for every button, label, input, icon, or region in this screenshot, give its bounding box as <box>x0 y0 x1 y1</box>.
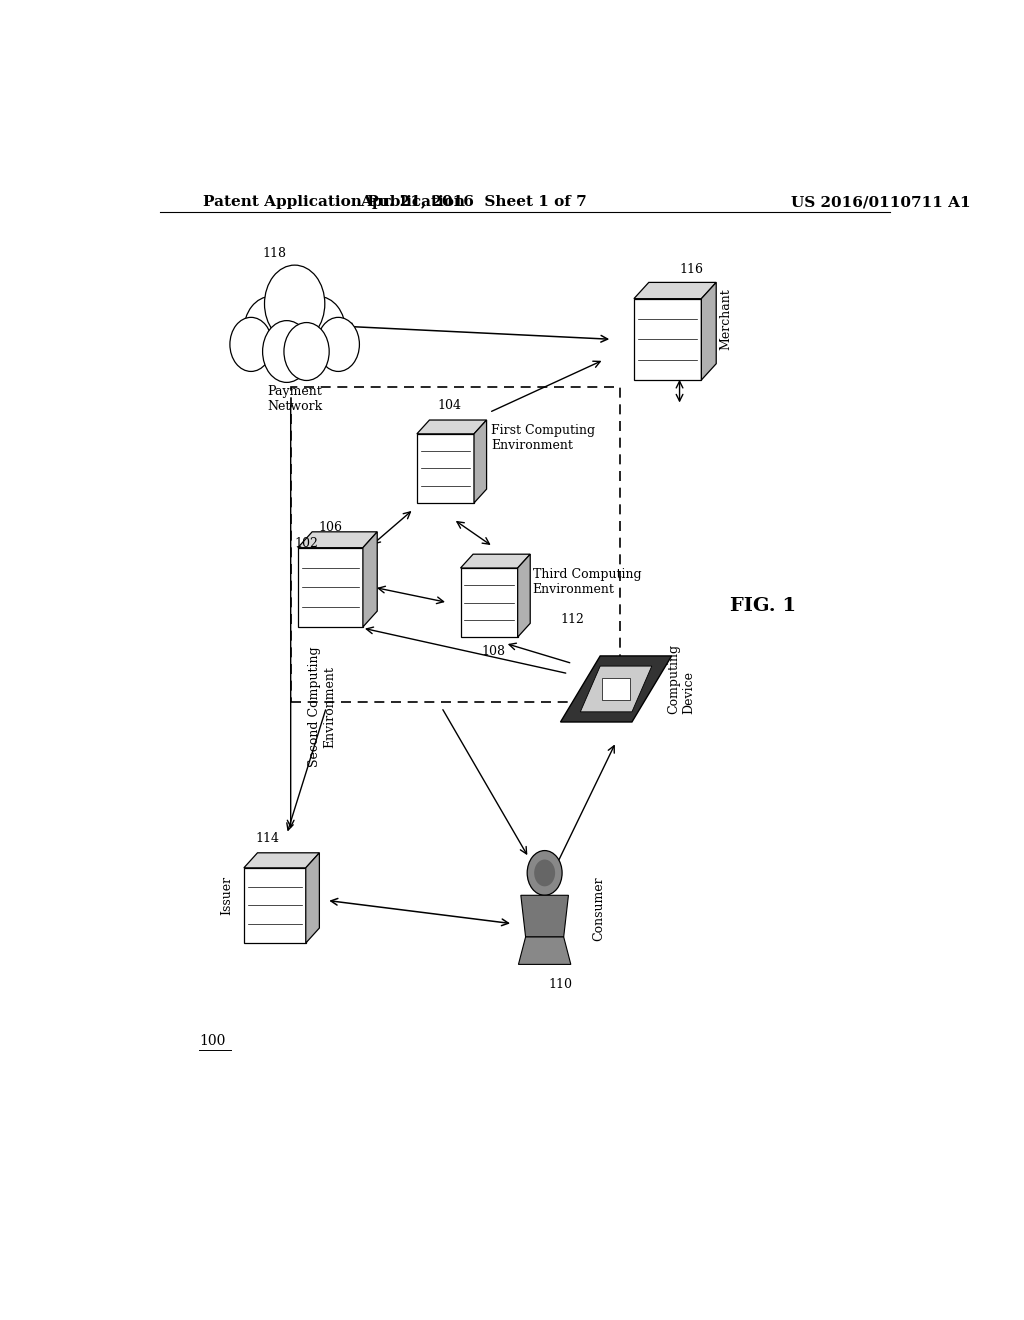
Circle shape <box>535 859 555 886</box>
Text: Merchant: Merchant <box>719 288 732 350</box>
Polygon shape <box>461 554 530 568</box>
Text: 102: 102 <box>295 537 318 549</box>
Circle shape <box>244 297 298 366</box>
Circle shape <box>317 317 359 371</box>
Polygon shape <box>417 420 486 434</box>
Circle shape <box>284 322 329 380</box>
Polygon shape <box>518 554 530 638</box>
Polygon shape <box>362 532 377 627</box>
Polygon shape <box>306 853 319 942</box>
Text: Patent Application Publication: Patent Application Publication <box>204 195 465 209</box>
Text: 116: 116 <box>680 263 703 276</box>
Polygon shape <box>417 434 474 503</box>
Text: 104: 104 <box>437 400 462 412</box>
Text: 110: 110 <box>549 978 572 991</box>
Text: 114: 114 <box>255 833 279 845</box>
Text: 100: 100 <box>200 1034 226 1048</box>
Polygon shape <box>474 420 486 503</box>
Polygon shape <box>701 282 716 380</box>
Polygon shape <box>244 867 306 942</box>
Text: US 2016/0110711 A1: US 2016/0110711 A1 <box>791 195 971 209</box>
Circle shape <box>262 321 311 383</box>
Polygon shape <box>298 532 377 548</box>
Text: Consumer: Consumer <box>592 876 605 941</box>
Polygon shape <box>298 548 362 627</box>
Polygon shape <box>560 656 672 722</box>
Polygon shape <box>634 298 701 380</box>
Text: 112: 112 <box>560 612 585 626</box>
Text: Third Computing
Environment: Third Computing Environment <box>532 568 641 597</box>
Circle shape <box>264 265 325 342</box>
Circle shape <box>230 317 272 371</box>
Polygon shape <box>602 677 630 700</box>
Circle shape <box>291 297 346 366</box>
Text: 118: 118 <box>263 247 287 260</box>
Polygon shape <box>634 282 716 298</box>
Text: FIG. 1: FIG. 1 <box>730 597 796 615</box>
Text: 106: 106 <box>318 521 342 535</box>
Text: Second Computing
Environment: Second Computing Environment <box>308 647 337 767</box>
Text: Computing
Device: Computing Device <box>668 644 695 714</box>
Text: Apr. 21, 2016  Sheet 1 of 7: Apr. 21, 2016 Sheet 1 of 7 <box>359 195 587 209</box>
Text: 108: 108 <box>481 645 505 659</box>
Polygon shape <box>244 853 319 867</box>
Polygon shape <box>518 937 570 965</box>
Text: First Computing
Environment: First Computing Environment <box>492 424 596 451</box>
Text: Issuer: Issuer <box>221 875 233 915</box>
Text: Payment
Network: Payment Network <box>267 385 323 413</box>
Polygon shape <box>461 568 518 638</box>
Polygon shape <box>521 895 568 937</box>
Circle shape <box>527 850 562 895</box>
Polygon shape <box>581 667 651 711</box>
